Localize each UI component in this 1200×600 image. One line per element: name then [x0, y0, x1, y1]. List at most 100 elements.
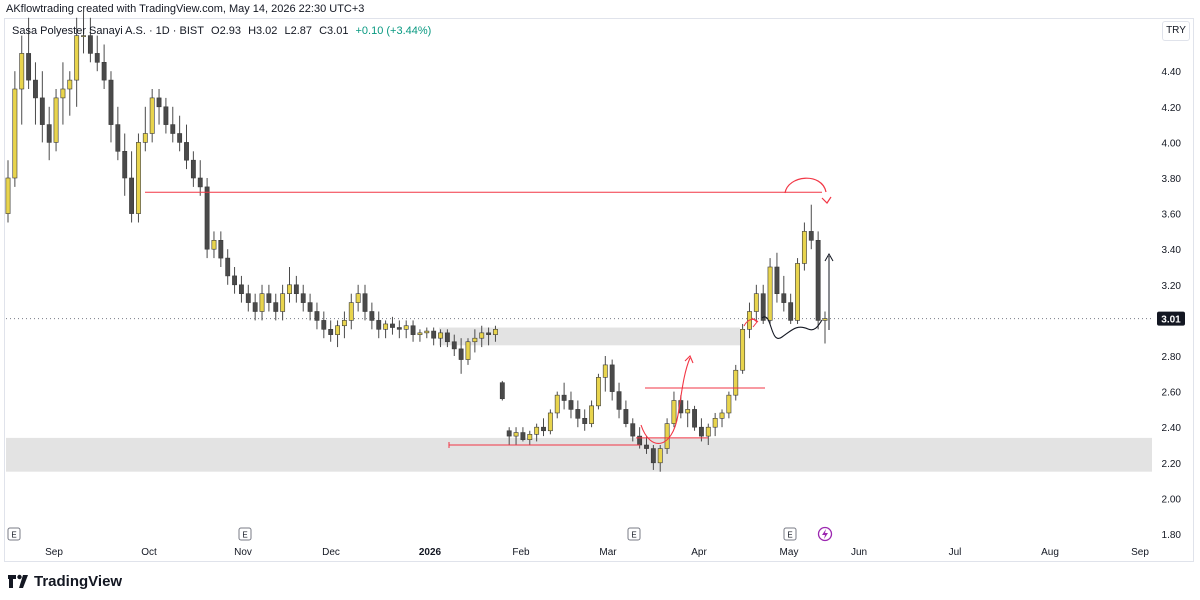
candle	[547, 409, 553, 435]
candle	[822, 311, 828, 344]
candle	[644, 436, 649, 454]
candle	[671, 391, 677, 428]
candle	[328, 320, 334, 342]
candle-body	[506, 430, 512, 437]
candle	[129, 151, 135, 223]
chart-attribution: AKflowtrading created with TradingView.c…	[6, 3, 365, 15]
candle-body	[808, 231, 814, 241]
candle	[726, 391, 732, 419]
symbol-legend: Sasa Polyester Sanayi A.S. · 1D · BIST O…	[12, 25, 435, 37]
candle-body	[300, 293, 306, 303]
candle-body	[115, 124, 121, 152]
candle	[287, 267, 292, 303]
candle	[712, 412, 718, 437]
dividend-icon[interactable]	[817, 526, 833, 542]
drawings-layer	[145, 177, 834, 448]
candle-body	[39, 97, 45, 125]
price-tick-label: 3.20	[1162, 281, 1182, 292]
candle-body	[33, 79, 38, 99]
candle	[259, 284, 265, 321]
candle-body	[259, 293, 265, 312]
candle	[184, 124, 189, 170]
candle-body	[136, 142, 141, 214]
candle	[369, 302, 375, 330]
candle-body	[225, 257, 231, 277]
candle	[266, 284, 272, 312]
candle-body	[657, 448, 663, 464]
candle	[815, 231, 821, 330]
candle-body	[726, 394, 732, 414]
earnings-marker-box	[7, 527, 21, 541]
candle	[554, 391, 560, 419]
candle-body	[328, 328, 334, 335]
candle	[513, 427, 519, 445]
price-tick-label: 2.60	[1162, 388, 1182, 399]
candle-body	[575, 409, 581, 419]
legend-high: H3.02	[248, 25, 278, 37]
candle	[396, 320, 402, 339]
candle	[60, 62, 66, 125]
candle-body	[19, 53, 25, 90]
candle	[561, 382, 567, 410]
earnings-marker[interactable]: E	[627, 527, 641, 541]
candle-body	[527, 434, 533, 440]
candle	[341, 311, 347, 339]
candle-body	[314, 311, 320, 321]
time-tick-label: 2026	[419, 547, 442, 558]
candle	[520, 427, 526, 442]
candle-body	[781, 293, 787, 303]
candle-body	[184, 142, 189, 161]
earnings-marker-box	[783, 527, 797, 541]
candle-body	[513, 432, 519, 437]
candle-body	[788, 302, 794, 321]
candle-body	[815, 240, 821, 321]
candle	[692, 405, 697, 431]
earnings-marker[interactable]: E	[7, 527, 21, 541]
candle-body	[396, 327, 402, 330]
candle	[740, 323, 746, 374]
candle-body	[218, 240, 224, 259]
candle	[616, 382, 622, 419]
candle	[479, 325, 485, 348]
candle	[348, 293, 354, 330]
candle-body	[554, 394, 560, 414]
time-tick-label: Feb	[512, 547, 530, 558]
legend-change: +0.10 (+3.44%)	[355, 25, 432, 37]
earnings-marker[interactable]: E	[238, 527, 252, 541]
time-tick-label: Oct	[141, 547, 157, 558]
candle-body	[307, 302, 313, 312]
candle-body	[60, 88, 66, 99]
candle	[499, 380, 505, 401]
candle	[568, 391, 574, 419]
candle	[410, 320, 416, 342]
candle-body	[431, 330, 437, 339]
candle	[438, 329, 443, 348]
price-tick-label: 2.20	[1162, 459, 1182, 470]
price-tick-label: 4.40	[1162, 67, 1182, 78]
candle-body	[568, 400, 574, 410]
candle	[451, 334, 457, 356]
legend-low: L2.87	[284, 25, 313, 37]
candle-body	[239, 284, 244, 294]
earnings-marker-label: E	[11, 531, 16, 540]
candle	[362, 284, 368, 321]
candle	[403, 320, 409, 339]
candle-body	[760, 293, 766, 321]
candle	[314, 302, 320, 330]
candle-body	[170, 124, 176, 134]
candle	[760, 284, 766, 324]
candle	[390, 316, 395, 335]
candle-body	[149, 97, 155, 134]
price-tick-label: 4.20	[1162, 103, 1182, 114]
currency-selector[interactable]: TRY	[1162, 21, 1190, 41]
tradingview-logo[interactable]: TradingView	[8, 571, 122, 591]
candle-body	[94, 53, 100, 63]
earnings-marker[interactable]: E	[783, 527, 797, 541]
candle	[87, 17, 93, 63]
candle-body	[630, 423, 636, 437]
candle-body	[293, 284, 299, 294]
candle-body	[190, 159, 196, 179]
candle	[808, 204, 814, 250]
